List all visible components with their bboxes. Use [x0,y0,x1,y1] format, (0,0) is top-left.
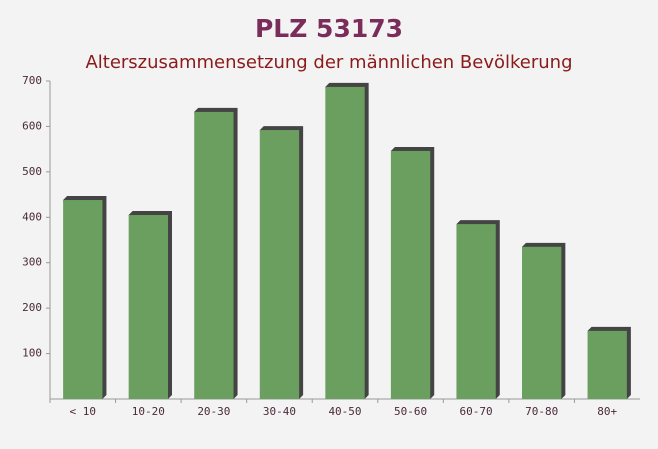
bar [456,224,496,399]
x-tick-label: 40-50 [328,405,361,418]
x-tick-label: 70-80 [525,405,558,418]
bar [587,330,627,399]
x-tick-label: 20-30 [197,405,230,418]
bar [522,246,562,399]
chart-subtitle: Alterszusammensetzung der männlichen Bev… [85,52,572,73]
bar [194,111,234,400]
bar [63,200,103,399]
x-tick-label: 60-70 [460,405,493,418]
bar [390,150,431,399]
x-tick-label: 10-20 [132,405,165,418]
y-tick-label: 200 [22,301,42,314]
x-tick-label: < 10 [70,405,97,418]
y-tick-label: 300 [22,256,42,269]
y-tick-label: 500 [22,165,42,178]
y-tick-label: 400 [22,210,42,223]
x-tick-label: 80+ [597,405,617,418]
chart-title: PLZ 53173 [255,14,403,43]
y-tick-label: 100 [22,347,42,360]
bar [128,215,168,399]
x-tick-label: 30-40 [263,405,296,418]
bar [325,86,365,400]
y-tick-label: 700 [22,74,42,87]
y-tick-label: 600 [22,119,42,132]
x-tick-label: 50-60 [394,405,427,418]
bar [259,130,300,399]
